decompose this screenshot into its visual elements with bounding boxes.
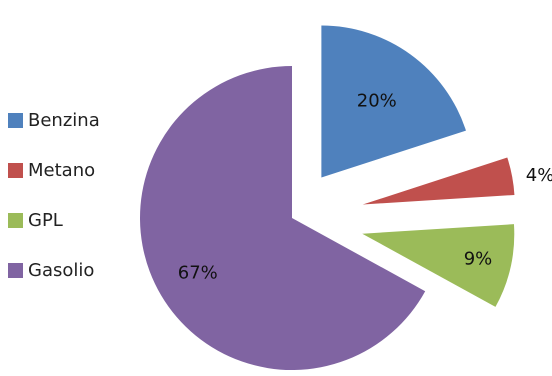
legend-swatch-gasolio <box>8 263 23 278</box>
legend-label-metano: Metano <box>28 160 96 181</box>
legend-swatch-gpl <box>8 213 23 228</box>
chart-legend: Benzina Metano GPL Gasolio <box>8 108 138 308</box>
legend-label-gasolio: Gasolio <box>28 260 95 281</box>
legend-swatch-metano <box>8 163 23 178</box>
legend-swatch-benzina <box>8 113 23 128</box>
legend-item-gasolio: Gasolio <box>8 258 138 283</box>
pie-slice-benzina <box>321 25 466 178</box>
legend-label-gpl: GPL <box>28 210 63 231</box>
legend-label-benzina: Benzina <box>28 110 100 131</box>
pie-slice-gasolio <box>140 66 426 370</box>
pie-slice-gpl <box>362 224 515 307</box>
data-label-gpl: 9% <box>464 249 493 270</box>
data-label-gasolio: 67% <box>178 263 218 284</box>
data-label-metano: 4% <box>526 165 552 186</box>
legend-item-metano: Metano <box>8 158 138 183</box>
legend-item-gpl: GPL <box>8 208 138 233</box>
pie-slice-metano <box>362 157 515 205</box>
data-label-benzina: 20% <box>357 90 397 111</box>
legend-item-benzina: Benzina <box>8 108 138 133</box>
